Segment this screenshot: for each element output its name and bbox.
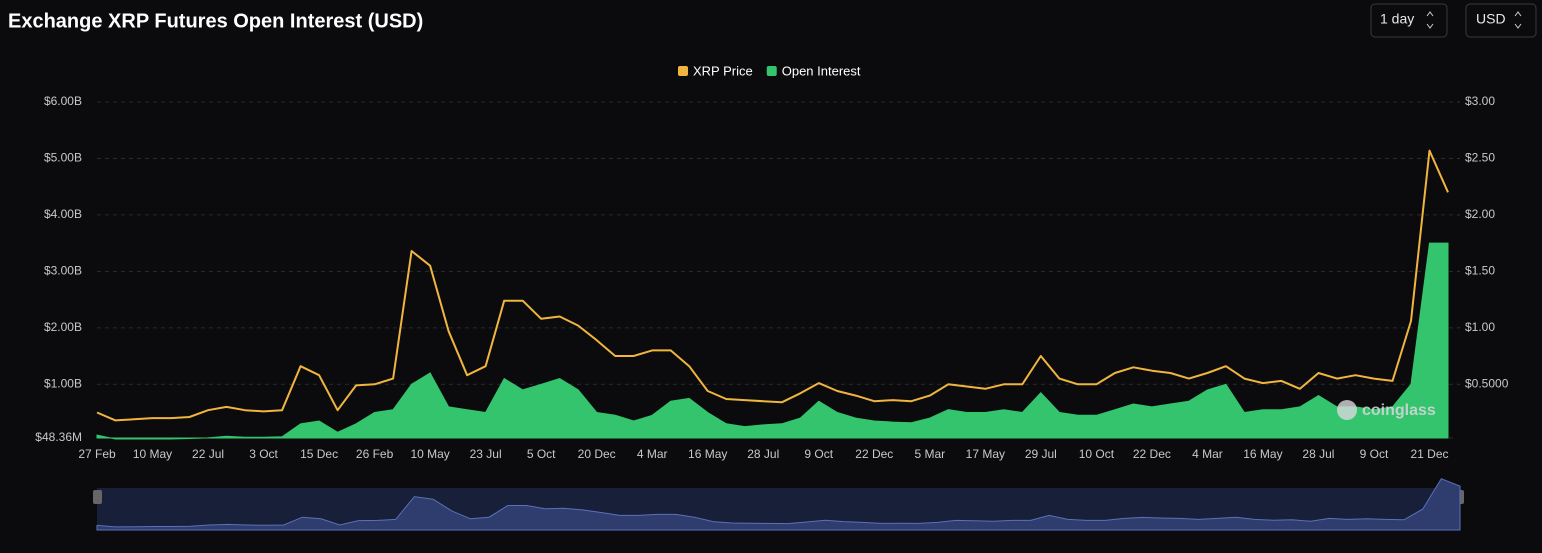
- y-tick-label: $6.00B: [44, 94, 82, 108]
- x-tick-label: 22 Dec: [1133, 447, 1171, 461]
- x-tick-label: 26 Feb: [356, 447, 394, 461]
- x-tick-label: 22 Jul: [192, 447, 224, 461]
- navigator-line: [96, 478, 1461, 531]
- x-tick-label: 4 Mar: [1192, 447, 1223, 461]
- x-tick-label: 28 Jul: [747, 447, 779, 461]
- x-tick-label: 21 Dec: [1410, 447, 1448, 461]
- navigator-handle[interactable]: [93, 490, 102, 504]
- x-tick-label: 15 Dec: [300, 447, 338, 461]
- x-tick-label: 23 Jul: [470, 447, 502, 461]
- y2-tick-label: $1.00: [1465, 320, 1495, 334]
- y2-tick-label: $3.00: [1465, 94, 1495, 108]
- select-arrows: [1426, 11, 1434, 29]
- x-tick-label: 4 Mar: [637, 447, 668, 461]
- watermark: coinglass: [1362, 402, 1436, 419]
- y2-tick-label: $0.5000: [1465, 376, 1509, 390]
- y-tick-label: $48.36M: [35, 430, 82, 444]
- x-tick-label: 16 May: [1243, 447, 1282, 461]
- legend-swatch: [678, 66, 688, 76]
- y2-tick-label: $2.50: [1465, 151, 1495, 165]
- x-tick-label: 5 Mar: [914, 447, 945, 461]
- select-arrows: [1514, 11, 1522, 29]
- interval-button[interactable]: [1370, 3, 1448, 38]
- x-tick-label: 29 Jul: [1025, 447, 1057, 461]
- legend-label: Open Interest: [782, 63, 861, 78]
- y2-tick-label: $1.50: [1465, 264, 1495, 278]
- x-tick-label: 9 Oct: [1360, 447, 1389, 461]
- x-tick-label: 20 Dec: [578, 447, 616, 461]
- legend-swatch: [766, 66, 777, 76]
- x-tick-label: 27 Feb: [78, 447, 116, 461]
- x-tick-label: 5 Oct: [527, 447, 556, 461]
- x-tick-label: 28 Jul: [1302, 447, 1334, 461]
- y2-tick-label: $2.00: [1465, 207, 1495, 221]
- open-interest-area: [96, 242, 1449, 440]
- legend-label: XRP Price: [693, 63, 753, 78]
- x-tick-label: 17 May: [966, 447, 1005, 461]
- interval-label[interactable]: 1 day: [1380, 11, 1414, 27]
- x-tick-label: 3 Oct: [249, 447, 278, 461]
- x-tick-label: 10 May: [133, 447, 172, 461]
- price-line: [96, 149, 1449, 422]
- chart-title: Exchange XRP Futures Open Interest (USD): [8, 10, 423, 32]
- x-tick-label: 9 Oct: [804, 447, 833, 461]
- y-tick-label: $2.00B: [44, 320, 82, 334]
- currency-button[interactable]: [1465, 3, 1537, 38]
- currency-label[interactable]: USD: [1476, 11, 1506, 27]
- y-tick-label: $3.00B: [44, 264, 82, 278]
- x-tick-label: 22 Dec: [855, 447, 893, 461]
- watermark-logo: [1337, 400, 1357, 420]
- y-tick-label: $1.00B: [44, 376, 82, 390]
- x-tick-label: 10 May: [410, 447, 449, 461]
- x-tick-label: 10 Oct: [1079, 447, 1115, 461]
- y-tick-label: $4.00B: [44, 207, 82, 221]
- y-tick-label: $5.00B: [44, 151, 82, 165]
- x-tick-label: 16 May: [688, 447, 727, 461]
